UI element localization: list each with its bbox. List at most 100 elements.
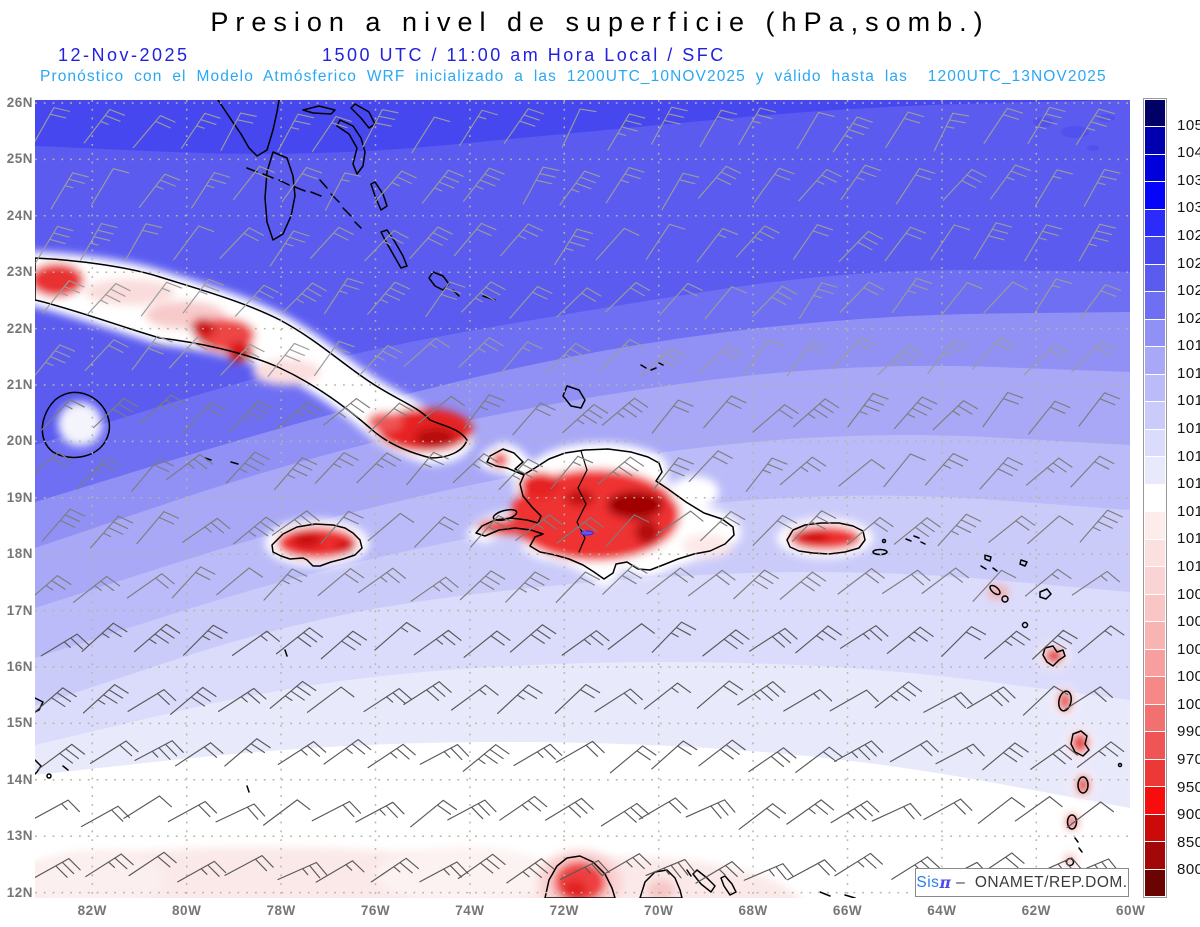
wind-barb	[363, 688, 412, 713]
wind-barb	[932, 400, 978, 431]
colorbar-tick-label: 1012	[1177, 530, 1200, 548]
wind-barb	[699, 109, 738, 148]
colorbar-segment	[1145, 869, 1165, 897]
wind-barb	[410, 576, 459, 602]
wind-barb	[183, 624, 228, 656]
wind-barb	[700, 510, 746, 542]
wind-barb	[182, 517, 231, 543]
colorbar-segment	[1145, 237, 1165, 264]
lat-tick-label: 13N	[6, 828, 33, 844]
wind-barb	[885, 111, 925, 149]
wind-barb	[323, 277, 364, 315]
colorbar-segment	[1145, 787, 1165, 814]
wind-barb	[972, 569, 1017, 602]
colorbar-tick-label: 1019	[1177, 337, 1200, 355]
wind-barb	[311, 115, 352, 152]
wind-barb	[941, 626, 987, 657]
wind-barb	[367, 512, 415, 542]
wind-barb	[317, 568, 365, 597]
wind-barb	[414, 516, 459, 548]
wind-barb	[500, 223, 544, 257]
wind-barb	[411, 116, 451, 154]
colorbar-tick-label: 1010	[1177, 557, 1200, 575]
wind-barb	[459, 109, 498, 147]
colorbar-segment	[1145, 319, 1165, 347]
wind-barb	[753, 167, 795, 203]
colorbar-tick-label: 1035	[1177, 171, 1200, 189]
lon-tick-label: 68W	[738, 903, 768, 918]
wind-barb	[696, 680, 744, 709]
wind-barb	[607, 113, 646, 151]
colorbar-tick-label: 1040	[1177, 144, 1200, 162]
wind-barb	[419, 861, 469, 883]
wind-barb	[983, 107, 1024, 144]
colorbar-tick-label: 1000	[1177, 695, 1200, 713]
lon-tick-label: 78W	[266, 903, 296, 918]
colorbar-segment	[1145, 567, 1165, 594]
wind-barb	[990, 164, 1031, 200]
wind-barb	[86, 282, 131, 316]
wind-barb	[450, 684, 499, 711]
wind-barb	[1033, 278, 1073, 316]
wind-barb	[37, 743, 86, 770]
wind-barb	[459, 570, 506, 601]
wind-barb	[461, 281, 506, 313]
wind-barb	[559, 170, 601, 206]
wind-barb	[561, 630, 610, 656]
wind-barb	[695, 861, 745, 884]
wind-barb	[234, 284, 279, 317]
wind-barb	[933, 112, 970, 152]
wind-barb	[977, 796, 1026, 824]
wind-barb	[838, 458, 886, 487]
wind-barb	[364, 229, 409, 262]
wind-barb	[839, 625, 889, 649]
wind-barb	[787, 859, 837, 881]
wind-barb	[42, 280, 85, 314]
wind-barb	[792, 398, 840, 428]
colorbar-segment	[1145, 100, 1165, 127]
wind-barb	[323, 739, 372, 765]
wind-barb	[358, 567, 406, 594]
wind-barb	[413, 629, 462, 656]
datetime-line: 12-Nov-2025 1500 UTC / 11:00 am Hora Loc…	[0, 45, 1200, 67]
wind-barb	[136, 511, 180, 545]
colorbar-segment	[1145, 539, 1165, 567]
wind-barb	[277, 113, 315, 152]
wind-barb	[882, 569, 931, 594]
wind-barb	[602, 853, 652, 876]
wind-barb	[220, 112, 257, 151]
wind-barb	[871, 802, 922, 822]
colorbar-segment	[1145, 732, 1165, 759]
colorbar-segment	[1145, 484, 1165, 512]
colorbar-tick-label: 1018	[1177, 364, 1200, 382]
wind-barb	[462, 167, 505, 202]
wind-barb	[522, 166, 560, 205]
wind-barb	[271, 510, 320, 536]
model-info-line: Pronóstico con el Modelo Atmósferico WRF…	[40, 68, 1107, 85]
wind-barb	[138, 173, 181, 209]
lat-tick-label: 21N	[6, 377, 33, 392]
wind-barb	[275, 627, 324, 655]
wind-barb	[35, 687, 77, 716]
wind-barb	[597, 456, 645, 485]
wind-barb	[498, 458, 543, 491]
wind-barb	[1024, 568, 1072, 597]
wind-barb	[224, 738, 271, 767]
wind-barb	[786, 340, 828, 377]
wind-barb	[320, 630, 367, 660]
wind-barb	[313, 340, 355, 377]
coastlines	[35, 100, 1123, 898]
wind-barb	[600, 802, 650, 827]
wind-barb	[497, 684, 543, 715]
wind-barb	[126, 573, 175, 599]
lon-tick-label: 80W	[172, 903, 202, 918]
wind-barb	[972, 337, 1016, 370]
wind-barb	[893, 396, 938, 430]
wind-barb	[562, 404, 609, 434]
latlon-grid	[35, 100, 1130, 898]
wind-barb	[309, 226, 354, 259]
wind-barb	[743, 863, 794, 881]
wind-barb	[218, 687, 267, 712]
wind-barb	[738, 107, 777, 145]
wind-barb	[373, 170, 417, 204]
